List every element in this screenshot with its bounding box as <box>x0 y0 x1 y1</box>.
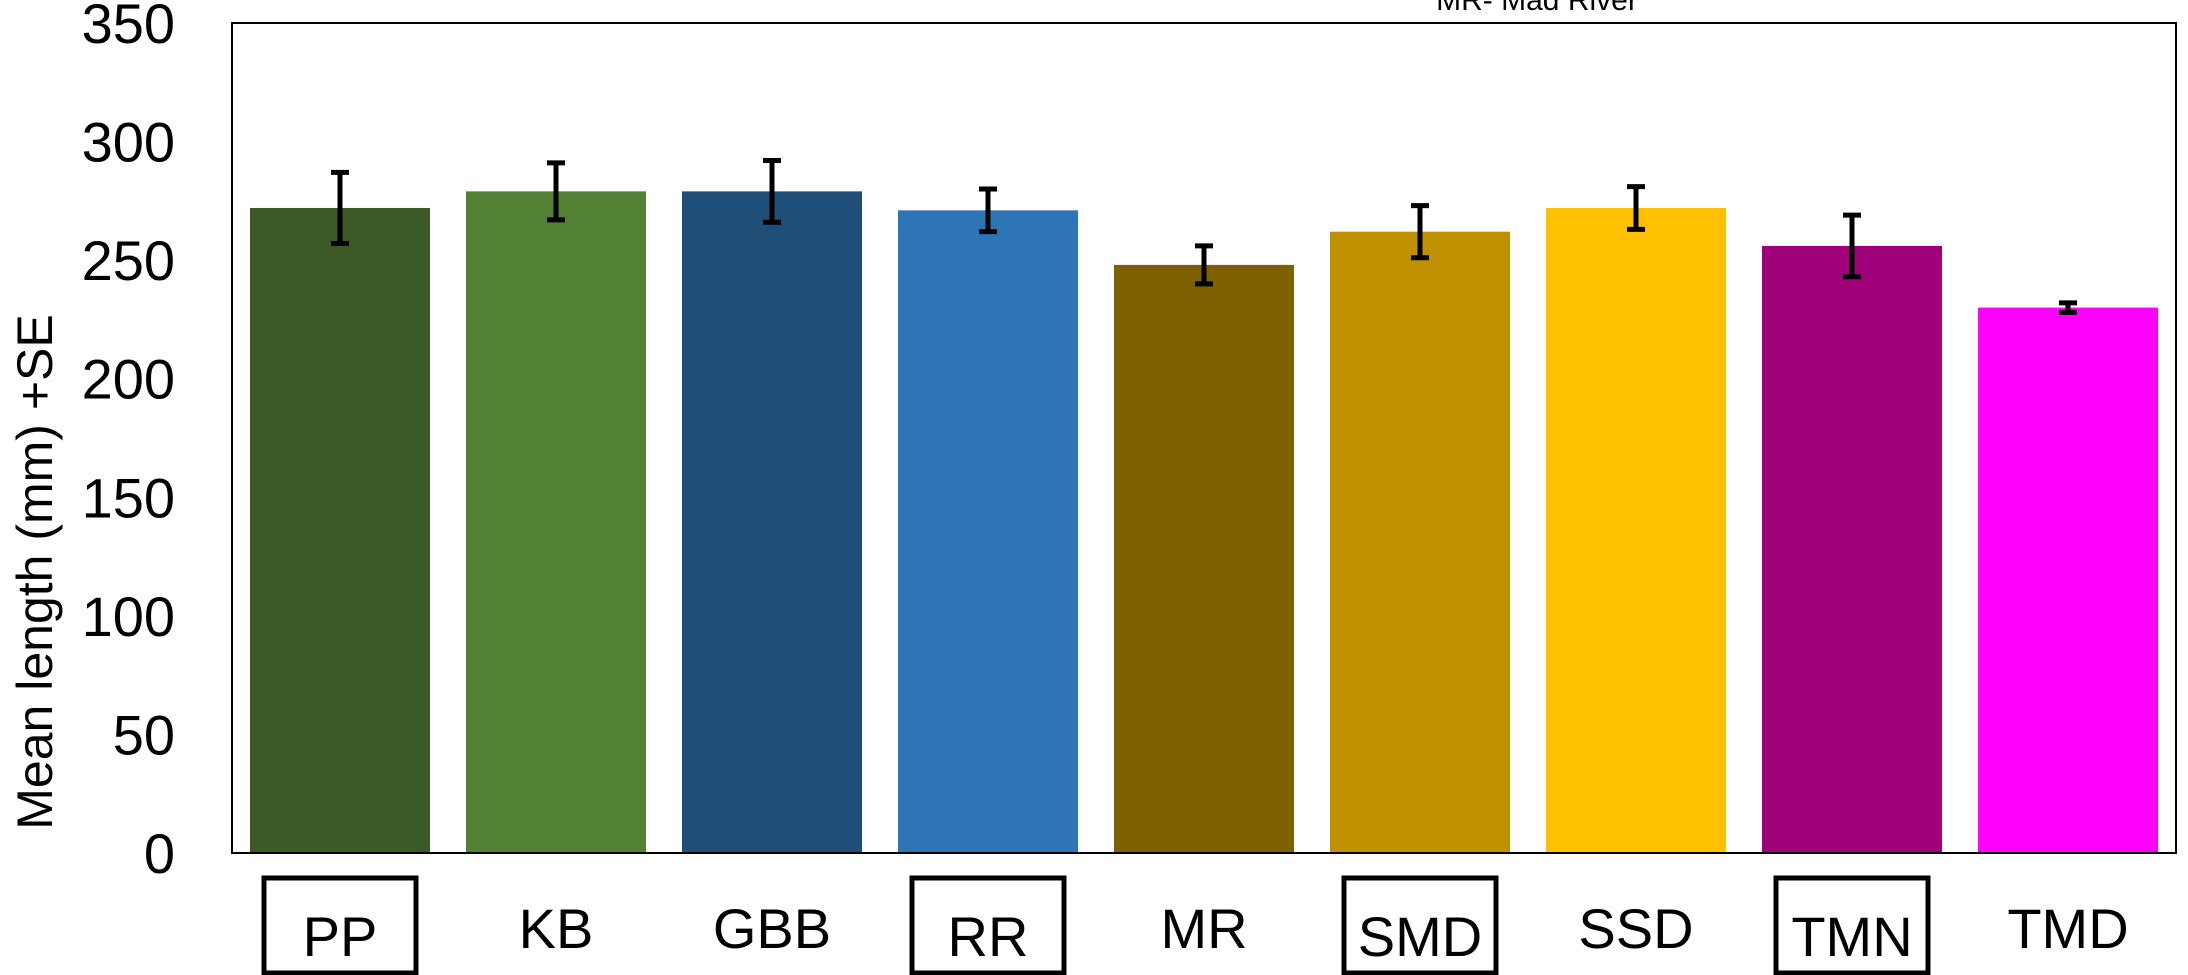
x-axis-labels: PP KB GBB RR MR SMD SSD TMN TMD <box>261 875 2129 975</box>
x-tick-label-gbb: GBB <box>713 897 831 960</box>
bar-gbb <box>682 191 862 853</box>
error-bar-rr <box>979 186 997 235</box>
error-bar-smd <box>1411 203 1429 261</box>
bar-smd <box>1330 231 1510 853</box>
x-tick-label-mr: MR <box>1160 897 1247 960</box>
x-tick-label-rr: RR <box>948 905 1029 968</box>
error-bar-ssd <box>1627 184 1645 232</box>
y-tick-label: 200 <box>82 348 175 411</box>
error-bar-kb <box>547 160 565 223</box>
bars <box>250 191 2158 854</box>
category-box-smd <box>1341 875 1499 975</box>
x-tick-label-tmd: TMD <box>2007 897 2128 960</box>
bar-pp <box>250 207 430 853</box>
bar-rr <box>898 210 1078 854</box>
bar-tmn <box>1762 245 1942 853</box>
y-tick-label: 100 <box>82 585 175 648</box>
x-tick-label-kb: KB <box>519 897 594 960</box>
error-bars <box>331 158 2077 315</box>
y-tick-label: 250 <box>82 229 175 292</box>
x-tick-label-pp: PP <box>303 905 378 968</box>
category-box-pp <box>261 875 419 975</box>
plot-frame <box>231 22 2177 854</box>
y-tick-label: 150 <box>82 466 175 529</box>
y-tick-label: 350 <box>82 0 175 55</box>
error-bar-gbb <box>763 158 781 225</box>
bar-tmd <box>1978 307 2158 854</box>
chart-annotation: MR- Mad River <box>1436 0 1638 17</box>
x-tick-label-ssd: SSD <box>1578 897 1693 960</box>
bar-ssd <box>1546 207 1726 853</box>
y-tick-label: 50 <box>113 703 175 766</box>
y-tick-label: 0 <box>144 822 175 885</box>
x-tick-label-tmn: TMN <box>1791 905 1912 968</box>
error-bar-tmd <box>2059 300 2077 315</box>
category-box-rr <box>909 875 1067 975</box>
error-bar-tmn <box>1843 212 1861 280</box>
y-axis-label: Mean length (mm) +SE <box>7 314 63 829</box>
bar-mr <box>1114 264 1294 853</box>
x-tick-label-smd: SMD <box>1358 905 1482 968</box>
y-axis-ticks: 0 50 100 150 200 250 300 350 <box>82 0 175 885</box>
category-box-tmn <box>1773 875 1931 975</box>
error-bar-pp <box>331 169 349 247</box>
y-tick-label: 300 <box>82 111 175 174</box>
error-bar-mr <box>1195 243 1213 287</box>
bar-kb <box>466 191 646 853</box>
